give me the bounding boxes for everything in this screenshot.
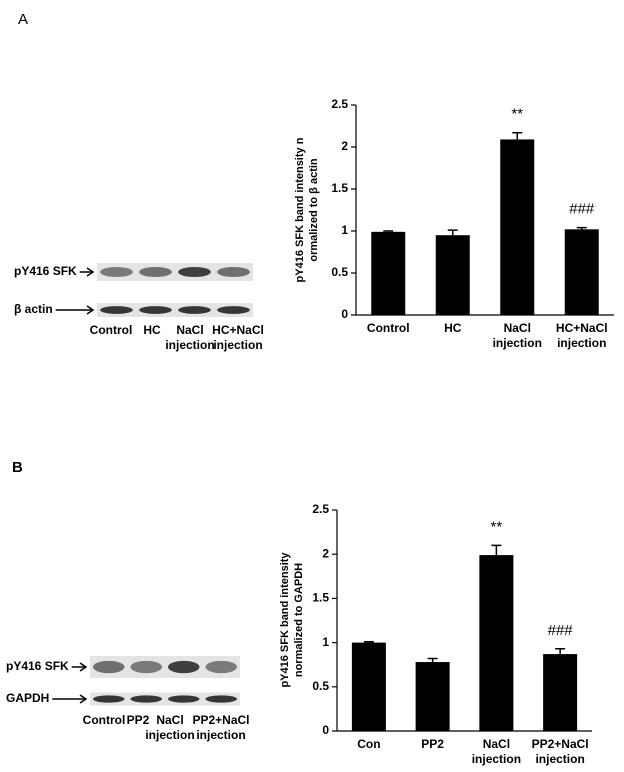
lane-label: HC (143, 323, 161, 337)
bar (479, 555, 514, 731)
error-bar (427, 657, 438, 663)
blot-band (100, 306, 133, 314)
blot-band (217, 266, 250, 278)
blot-band (139, 266, 172, 278)
lane-label: PP2 (127, 713, 150, 727)
x-tick-label: Control (367, 321, 410, 335)
lane-label: Control (83, 713, 126, 727)
annotation: ** (511, 106, 523, 123)
y-tick-label: 2.5 (312, 502, 329, 516)
bar (500, 139, 535, 315)
blot-strip (97, 263, 253, 281)
arrow-head (79, 662, 88, 672)
blot-row-label: pY416 SFK (6, 659, 69, 673)
blot-band (205, 660, 237, 674)
y-tick-label: 1.5 (312, 591, 329, 605)
blot-row-label: β actin (14, 302, 53, 316)
x-tick-label: Con (357, 737, 380, 751)
blot-band (178, 306, 211, 314)
lane-label: HC+NaCl (212, 323, 264, 337)
x-tick-label: NaCl (483, 737, 510, 751)
y-axis-label: pY416 SFK band intensity (279, 552, 291, 688)
y-tick-label: 2 (322, 546, 329, 560)
bar (435, 235, 470, 315)
blot-strip (90, 656, 240, 678)
y-tick-label: 1 (322, 635, 329, 649)
bar (371, 231, 406, 315)
y-axis-label: normalized to GAPDH (293, 563, 305, 677)
blot-band (205, 695, 237, 703)
error-bar (363, 640, 374, 643)
panel-label: B (12, 459, 23, 476)
y-tick-label: 0 (322, 723, 329, 737)
arrow-head (86, 305, 95, 315)
lane-label: injection (165, 338, 214, 352)
y-tick-label: 1.5 (331, 181, 348, 195)
blot-band (178, 266, 211, 278)
y-tick-label: 0 (341, 307, 348, 321)
annotation: ### (548, 622, 574, 639)
bar (543, 654, 578, 731)
error-bar (447, 229, 458, 236)
x-tick-label: injection (493, 336, 542, 350)
y-axis-label: pY416 SFK band intensity n (294, 137, 306, 282)
blot-band (168, 695, 200, 703)
error-bar (555, 648, 566, 655)
error-bar (512, 131, 523, 140)
bar (564, 229, 599, 315)
annotation: ### (569, 201, 595, 218)
lane-label: injection (196, 728, 245, 742)
blot-band (93, 660, 125, 674)
y-tick-label: 2 (341, 139, 348, 153)
blot-band (139, 306, 172, 314)
blot-band (100, 266, 133, 278)
x-tick-label: PP2 (421, 737, 444, 751)
x-tick-label: NaCl (504, 321, 531, 335)
x-tick-label: injection (557, 336, 606, 350)
x-tick-label: injection (535, 752, 584, 766)
lane-label: NaCl (156, 713, 183, 727)
error-bar (576, 226, 587, 230)
y-tick-label: 1 (341, 223, 348, 237)
x-tick-label: HC+NaCl (556, 321, 608, 335)
error-bar (491, 544, 502, 556)
x-tick-label: injection (472, 752, 521, 766)
arrow-head (79, 694, 88, 704)
arrow-head (86, 267, 95, 277)
blot-band (217, 306, 250, 314)
blot-row-label: pY416 SFK (14, 264, 77, 278)
error-bar (383, 230, 394, 232)
blot-row-label: GAPDH (6, 691, 49, 705)
y-tick-label: 2.5 (331, 97, 348, 111)
lane-label: Control (90, 323, 133, 337)
blot-band (168, 660, 200, 674)
panel-label: A (18, 11, 28, 28)
lane-label: injection (145, 728, 194, 742)
lane-label: NaCl (176, 323, 203, 337)
annotation: ** (491, 518, 503, 535)
bar (351, 642, 386, 731)
x-tick-label: PP2+NaCl (532, 737, 589, 751)
bar (415, 662, 450, 731)
lane-label: PP2+NaCl (192, 713, 249, 727)
x-tick-label: HC (444, 321, 462, 335)
y-tick-label: 0.5 (312, 679, 329, 693)
y-axis-label: ormalized to β actin (308, 158, 320, 262)
lane-label: injection (213, 338, 262, 352)
blot-strip (97, 303, 253, 317)
blot-strip (90, 692, 240, 706)
blot-band (130, 695, 162, 703)
y-tick-label: 0.5 (331, 265, 348, 279)
blot-band (130, 660, 162, 674)
blot-band (93, 695, 125, 703)
